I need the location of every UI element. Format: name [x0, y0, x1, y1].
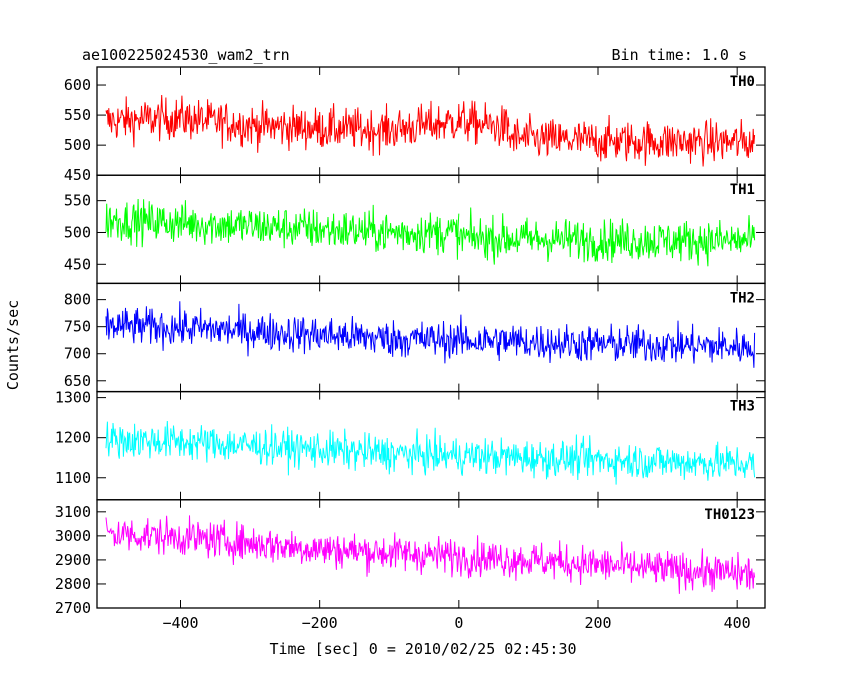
- series-line-th2: [105, 301, 756, 368]
- y-tick-label: 700: [64, 345, 91, 363]
- panel-th1: 450 500 550 TH1: [64, 174, 766, 285]
- panel-label: TH0123: [704, 507, 755, 523]
- panel-th2: 650 700 750 800 TH2: [64, 282, 766, 393]
- panel-frame: [96, 499, 766, 609]
- panel-th3: 1100 1200 1300 TH3: [55, 389, 766, 501]
- chart-title: ae100225024530_wam2_trn: [82, 46, 290, 64]
- y-tick-label: 600: [64, 76, 91, 94]
- panel-label: TH3: [730, 399, 755, 415]
- panel-label: TH0: [730, 74, 755, 90]
- y-tick-label: 550: [64, 106, 91, 124]
- y-tick-label: 1100: [55, 469, 91, 487]
- y-tick-label: 450: [64, 166, 91, 184]
- y-tick-label: 650: [64, 372, 91, 390]
- y-tick-label: 2900: [55, 551, 91, 569]
- y-tick-label: 2800: [55, 575, 91, 593]
- y-tick-label: 3000: [55, 527, 91, 545]
- series-line-th1: [105, 198, 756, 267]
- x-tick-label: −200: [302, 614, 338, 632]
- x-axis: −400 −200 0 200 400: [162, 614, 750, 632]
- series-line-th3: [105, 420, 756, 485]
- x-tick-label: −400: [162, 614, 198, 632]
- y-tick-label: 3100: [55, 503, 91, 521]
- y-tick-label: 450: [64, 255, 91, 273]
- y-tick-label: 500: [64, 136, 91, 154]
- panel-th0: 450 500 550 600 TH0: [64, 66, 766, 184]
- y-tick-label: 750: [64, 318, 91, 336]
- x-tick-label: 0: [454, 614, 463, 632]
- y-axis-label: Counts/sec: [4, 300, 22, 390]
- y-tick-label: 2700: [55, 599, 91, 617]
- y-tick-label: 1300: [55, 389, 91, 407]
- panel-frame: [96, 282, 766, 393]
- panel-label: TH2: [730, 290, 755, 306]
- panel-th0123: 2700 2800 2900 3000 3100 TH0123: [55, 499, 766, 617]
- y-tick-label: 800: [64, 291, 91, 309]
- series-line-th0123: [105, 515, 756, 594]
- series-line-th0: [105, 94, 756, 167]
- panels-group: 450 500 550 600 TH0 450 500 550 TH1 650 700 750 800 T…: [55, 66, 766, 617]
- x-axis-label: Time [sec] 0 = 2010/02/25 02:45:30: [269, 640, 576, 658]
- bin-time-label: Bin time: 1.0 s: [612, 46, 747, 64]
- x-tick-label: 400: [724, 614, 751, 632]
- y-tick-label: 1200: [55, 429, 91, 447]
- panel-label: TH1: [730, 182, 755, 198]
- x-tick-label: 200: [584, 614, 611, 632]
- y-tick-label: 500: [64, 223, 91, 241]
- y-tick-label: 550: [64, 192, 91, 210]
